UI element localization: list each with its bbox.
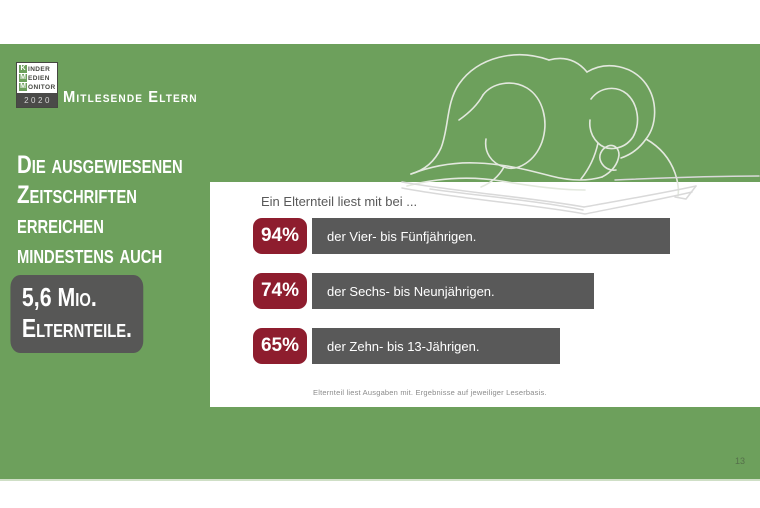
headline-boxed-line: Elternteile. xyxy=(21,313,132,343)
kinder-medien-monitor-logo: K INDER M EDIEN M ONITOR 2020 xyxy=(16,62,58,108)
value-badge: 74% xyxy=(253,273,307,309)
logo-rest: EDIEN xyxy=(28,74,50,82)
logo-rest: ONITOR xyxy=(28,83,56,91)
value-badge: 94% xyxy=(253,218,307,254)
logo-initial: M xyxy=(19,74,27,82)
headline-line: Zeitschriften xyxy=(17,181,137,209)
chart-title: Ein Elternteil liest mit bei ... xyxy=(261,194,418,209)
logo-line-kinder: K INDER xyxy=(19,65,55,73)
logo-initial: M xyxy=(19,83,27,91)
logo-rest: INDER xyxy=(28,65,51,73)
chart-row: 65% der Zehn- bis 13-Jährigen. xyxy=(253,328,670,364)
headline-line: erreichen xyxy=(17,211,104,239)
chart-panel: Ein Elternteil liest mit bei ... 94% der … xyxy=(210,182,760,407)
bar: der Sechs- bis Neunjährigen. xyxy=(312,273,594,309)
logo-year: 2020 xyxy=(17,93,57,107)
headline-line: Die ausgewiesenen xyxy=(17,151,183,179)
headline-line: mindestens auch xyxy=(17,241,163,269)
logo-line-monitor: M ONITOR xyxy=(19,83,55,91)
slide-title: Mitlesende Eltern xyxy=(63,89,198,106)
bar: der Zehn- bis 13-Jährigen. xyxy=(312,328,560,364)
headline-highlight-box: 5,6 Mio. Elternteile. xyxy=(10,275,144,353)
headline-block: Die ausgewiesenen Zeitschriften erreiche… xyxy=(10,150,230,353)
headline-boxed-line: 5,6 Mio. xyxy=(21,282,97,312)
logo-initial: K xyxy=(19,65,27,73)
page-number: 13 xyxy=(735,456,746,466)
chart-row: 74% der Sechs- bis Neunjährigen. xyxy=(253,273,670,309)
logo-wordmark: K INDER M EDIEN M ONITOR xyxy=(17,63,57,93)
chart-footnote: Elternteil liest Ausgaben mit. Ergebniss… xyxy=(313,388,547,397)
logo-line-medien: M EDIEN xyxy=(19,74,55,82)
chart-rows: 94% der Vier- bis Fünfjährigen. 74% der Sec… xyxy=(253,218,670,364)
value-badge: 65% xyxy=(253,328,307,364)
chart-row: 94% der Vier- bis Fünfjährigen. xyxy=(253,218,670,254)
bar: der Vier- bis Fünfjährigen. xyxy=(312,218,670,254)
